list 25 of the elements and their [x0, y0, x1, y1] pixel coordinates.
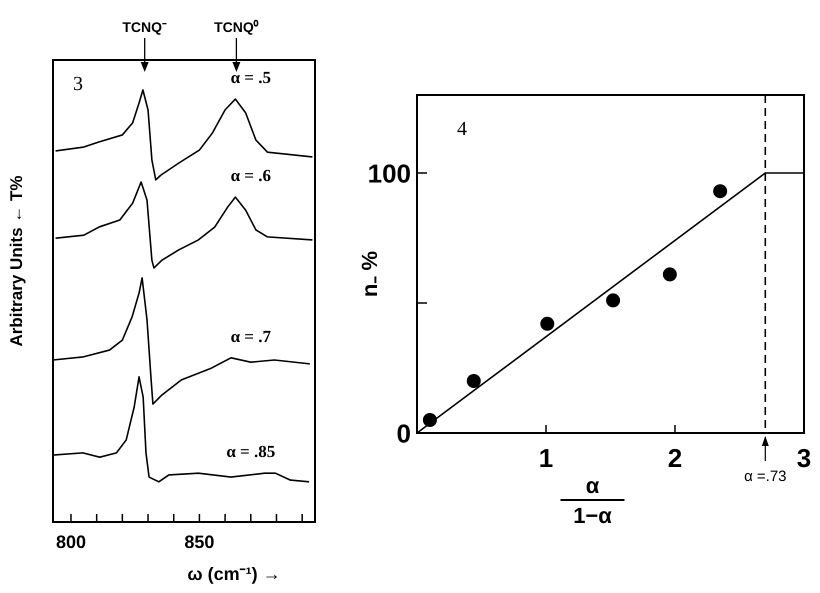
text: TCNQ⁰: [214, 19, 259, 35]
series-label: α = .85: [226, 442, 276, 462]
annotation: 4: [457, 118, 467, 140]
series-label: α = .7: [230, 326, 272, 346]
x-tick-label: 3: [796, 443, 812, 473]
x-tick-label: 850: [184, 532, 214, 552]
ref-line-label: α =.73: [744, 468, 787, 485]
x-tick-label: 1: [538, 443, 554, 473]
y-tick-label: 100: [368, 158, 411, 188]
point: [713, 184, 728, 198]
point: [606, 293, 620, 308]
y-tick-label: 0: [396, 418, 411, 448]
point: [540, 316, 554, 331]
annotation: 3: [73, 73, 83, 95]
x-axis-title: ω (cm⁻¹) →: [187, 564, 281, 584]
text: TCNQ⁻: [122, 19, 168, 35]
point: [466, 374, 481, 388]
x-axis-title: α 1−α: [573, 473, 612, 528]
y-axis-title: Arbitrary Units ← T%: [7, 176, 26, 346]
x-tick-label: 800: [56, 532, 86, 552]
y-axis-title: n₋ %: [357, 250, 382, 298]
legend-label: α = .5: [230, 68, 272, 88]
x-tick-label: 2: [668, 443, 682, 473]
point: [662, 267, 677, 282]
series-label: α = .6: [230, 166, 272, 186]
